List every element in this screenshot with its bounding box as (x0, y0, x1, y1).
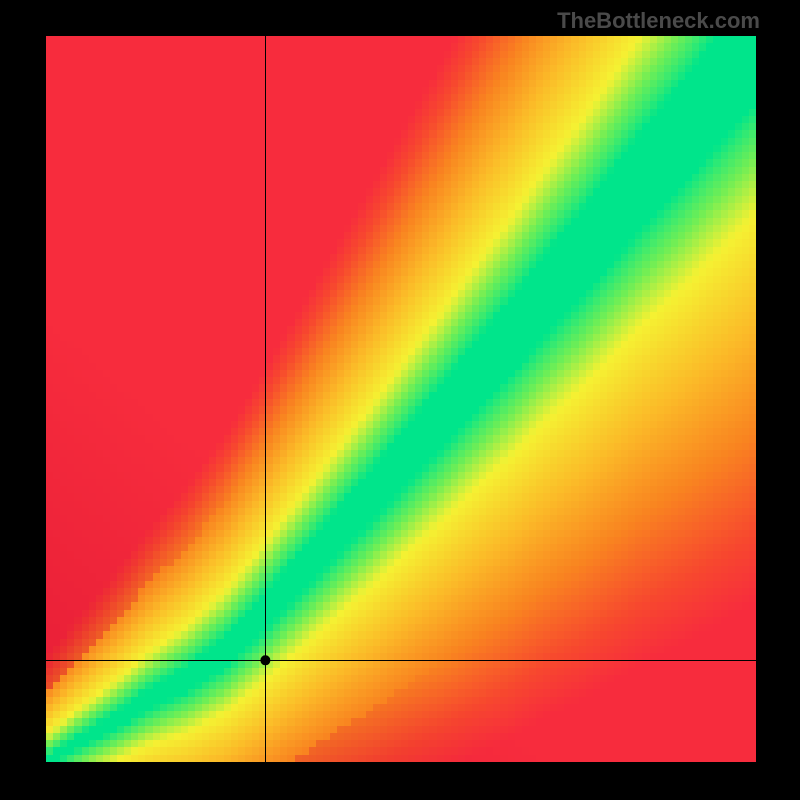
bottleneck-heatmap-canvas (46, 36, 756, 762)
bottleneck-heatmap-container (46, 36, 756, 762)
watermark-text: TheBottleneck.com (557, 8, 760, 34)
